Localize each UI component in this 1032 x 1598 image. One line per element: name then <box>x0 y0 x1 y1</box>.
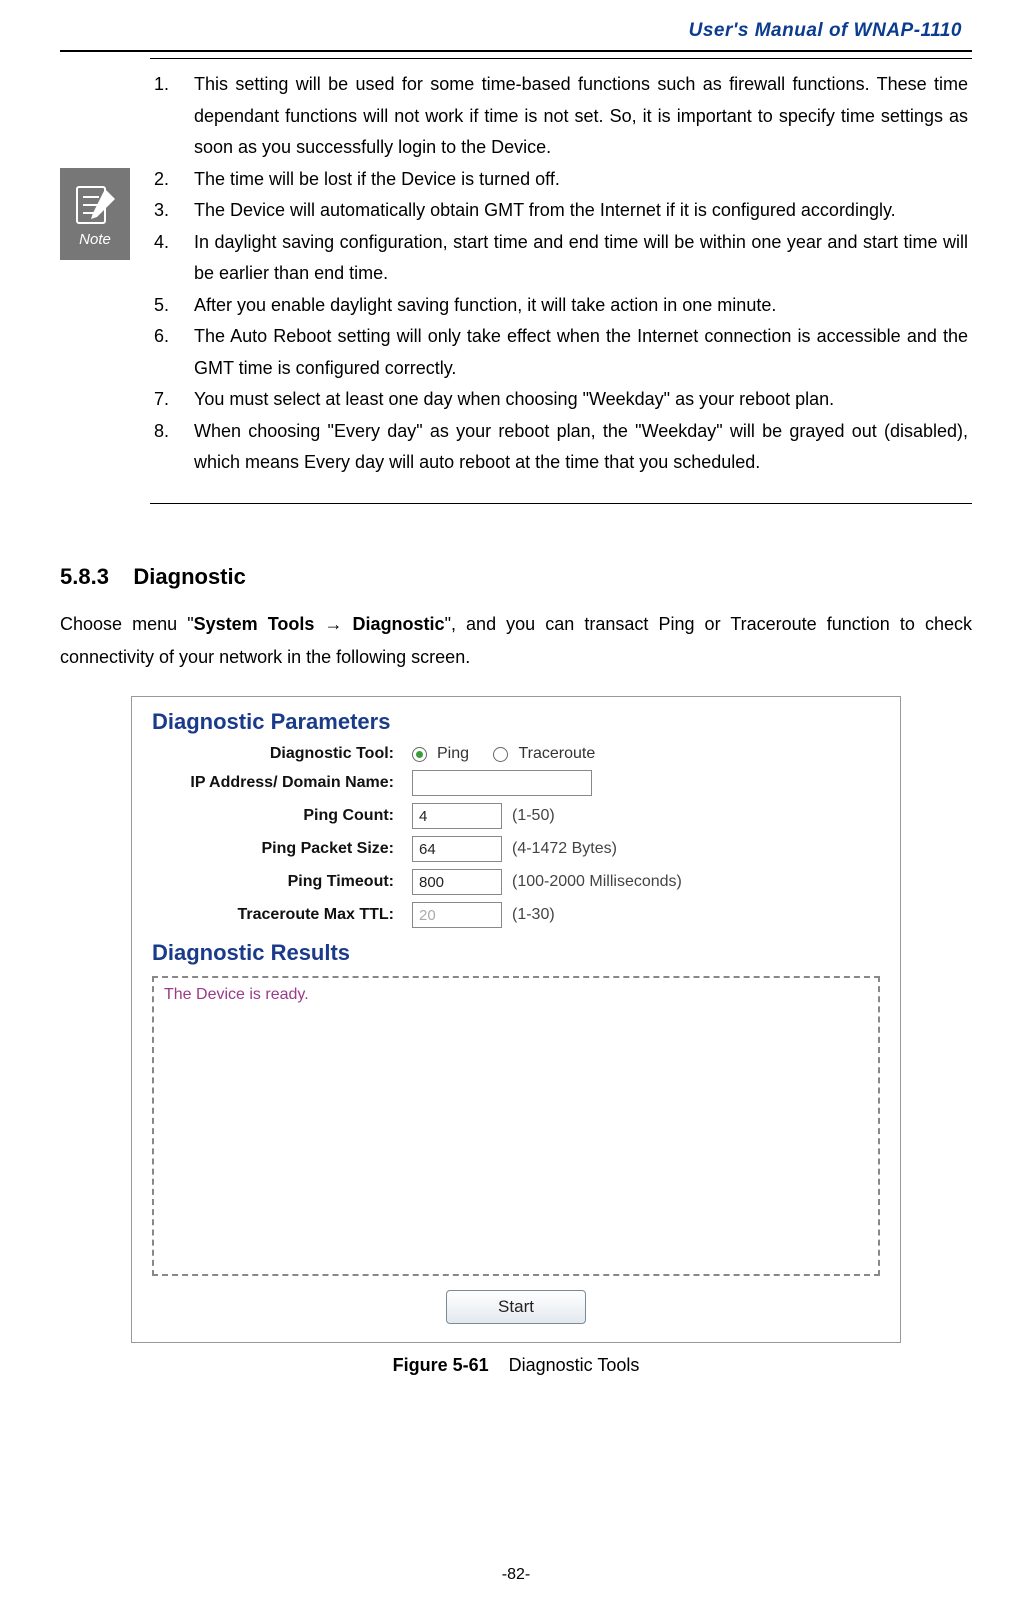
hint-ping-count: (1-50) <box>512 807 555 825</box>
notepad-pencil-icon <box>71 181 119 229</box>
note-item: In daylight saving configuration, start … <box>154 227 968 290</box>
diagnostic-parameters-heading: Diagnostic Parameters <box>152 709 900 735</box>
intro-pre: Choose menu " <box>60 614 194 634</box>
input-ping-count[interactable] <box>412 803 502 829</box>
label-ping-timeout: Ping Timeout: <box>132 873 412 891</box>
note-item: The Device will automatically obtain GMT… <box>154 195 968 227</box>
input-ping-timeout[interactable] <box>412 869 502 895</box>
section-heading: 5.8.3 Diagnostic <box>60 564 972 590</box>
hint-traceroute-ttl: (1-30) <box>512 906 555 924</box>
radio-traceroute-label: Traceroute <box>518 745 595 763</box>
note-item: The Auto Reboot setting will only take e… <box>154 321 968 384</box>
diagnostic-results-text: The Device is ready. <box>164 986 309 1003</box>
diagnostic-results-box: The Device is ready. <box>152 976 880 1276</box>
radio-traceroute[interactable] <box>493 747 508 762</box>
row-ping-timeout: Ping Timeout: (100-2000 Milliseconds) <box>132 869 900 895</box>
figure-label-rest: Diagnostic Tools <box>509 1355 640 1375</box>
label-diagnostic-tool: Diagnostic Tool: <box>132 745 412 763</box>
label-ping-packet-size: Ping Packet Size: <box>132 840 412 858</box>
start-button[interactable]: Start <box>446 1290 586 1324</box>
label-ip-address: IP Address/ Domain Name: <box>132 774 412 792</box>
diagnostic-results-heading: Diagnostic Results <box>152 940 900 966</box>
note-item: You must select at least one day when ch… <box>154 384 968 416</box>
hint-ping-timeout: (100-2000 Milliseconds) <box>512 873 682 891</box>
page-number: -82- <box>0 1566 1032 1584</box>
radio-ping-label: Ping <box>437 745 469 763</box>
section-title: Diagnostic <box>133 564 245 589</box>
section-number: 5.8.3 <box>60 564 109 589</box>
figure-label-bold: Figure 5-61 <box>393 1355 489 1375</box>
header-rule <box>60 50 972 52</box>
note-item: This setting will be used for some time-… <box>154 69 968 164</box>
note-icon: Note <box>60 168 130 260</box>
row-ping-count: Ping Count: (1-50) <box>132 803 900 829</box>
label-traceroute-ttl: Traceroute Max TTL: <box>132 906 412 924</box>
note-content: This setting will be used for some time-… <box>150 58 972 504</box>
start-button-wrap: Start <box>132 1290 900 1324</box>
note-item: When choosing "Every day" as your reboot… <box>154 416 968 479</box>
section-intro: Choose menu "System Tools → Diagnostic",… <box>60 608 972 675</box>
row-ping-packet-size: Ping Packet Size: (4-1472 Bytes) <box>132 836 900 862</box>
input-ip-address[interactable] <box>412 770 592 796</box>
note-icon-label: Note <box>79 231 111 248</box>
input-traceroute-ttl[interactable] <box>412 902 502 928</box>
intro-menu-path: System Tools → Diagnostic <box>194 614 445 634</box>
figure-caption: Figure 5-61 Diagnostic Tools <box>60 1355 972 1376</box>
input-ping-packet-size[interactable] <box>412 836 502 862</box>
note-list: This setting will be used for some time-… <box>154 69 968 479</box>
note-item: After you enable daylight saving functio… <box>154 290 968 322</box>
radio-ping[interactable] <box>412 747 427 762</box>
note-icon-wrap: Note <box>60 58 150 260</box>
row-traceroute-ttl: Traceroute Max TTL: (1-30) <box>132 902 900 928</box>
page-header: User's Manual of WNAP-1110 <box>60 20 972 42</box>
note-block: Note This setting will be used for some … <box>60 58 972 504</box>
hint-ping-packet-size: (4-1472 Bytes) <box>512 840 617 858</box>
diagnostic-figure: Diagnostic Parameters Diagnostic Tool: P… <box>131 696 901 1343</box>
row-diagnostic-tool: Diagnostic Tool: Ping Traceroute <box>132 745 900 763</box>
note-item: The time will be lost if the Device is t… <box>154 164 968 196</box>
label-ping-count: Ping Count: <box>132 807 412 825</box>
row-ip-address: IP Address/ Domain Name: <box>132 770 900 796</box>
